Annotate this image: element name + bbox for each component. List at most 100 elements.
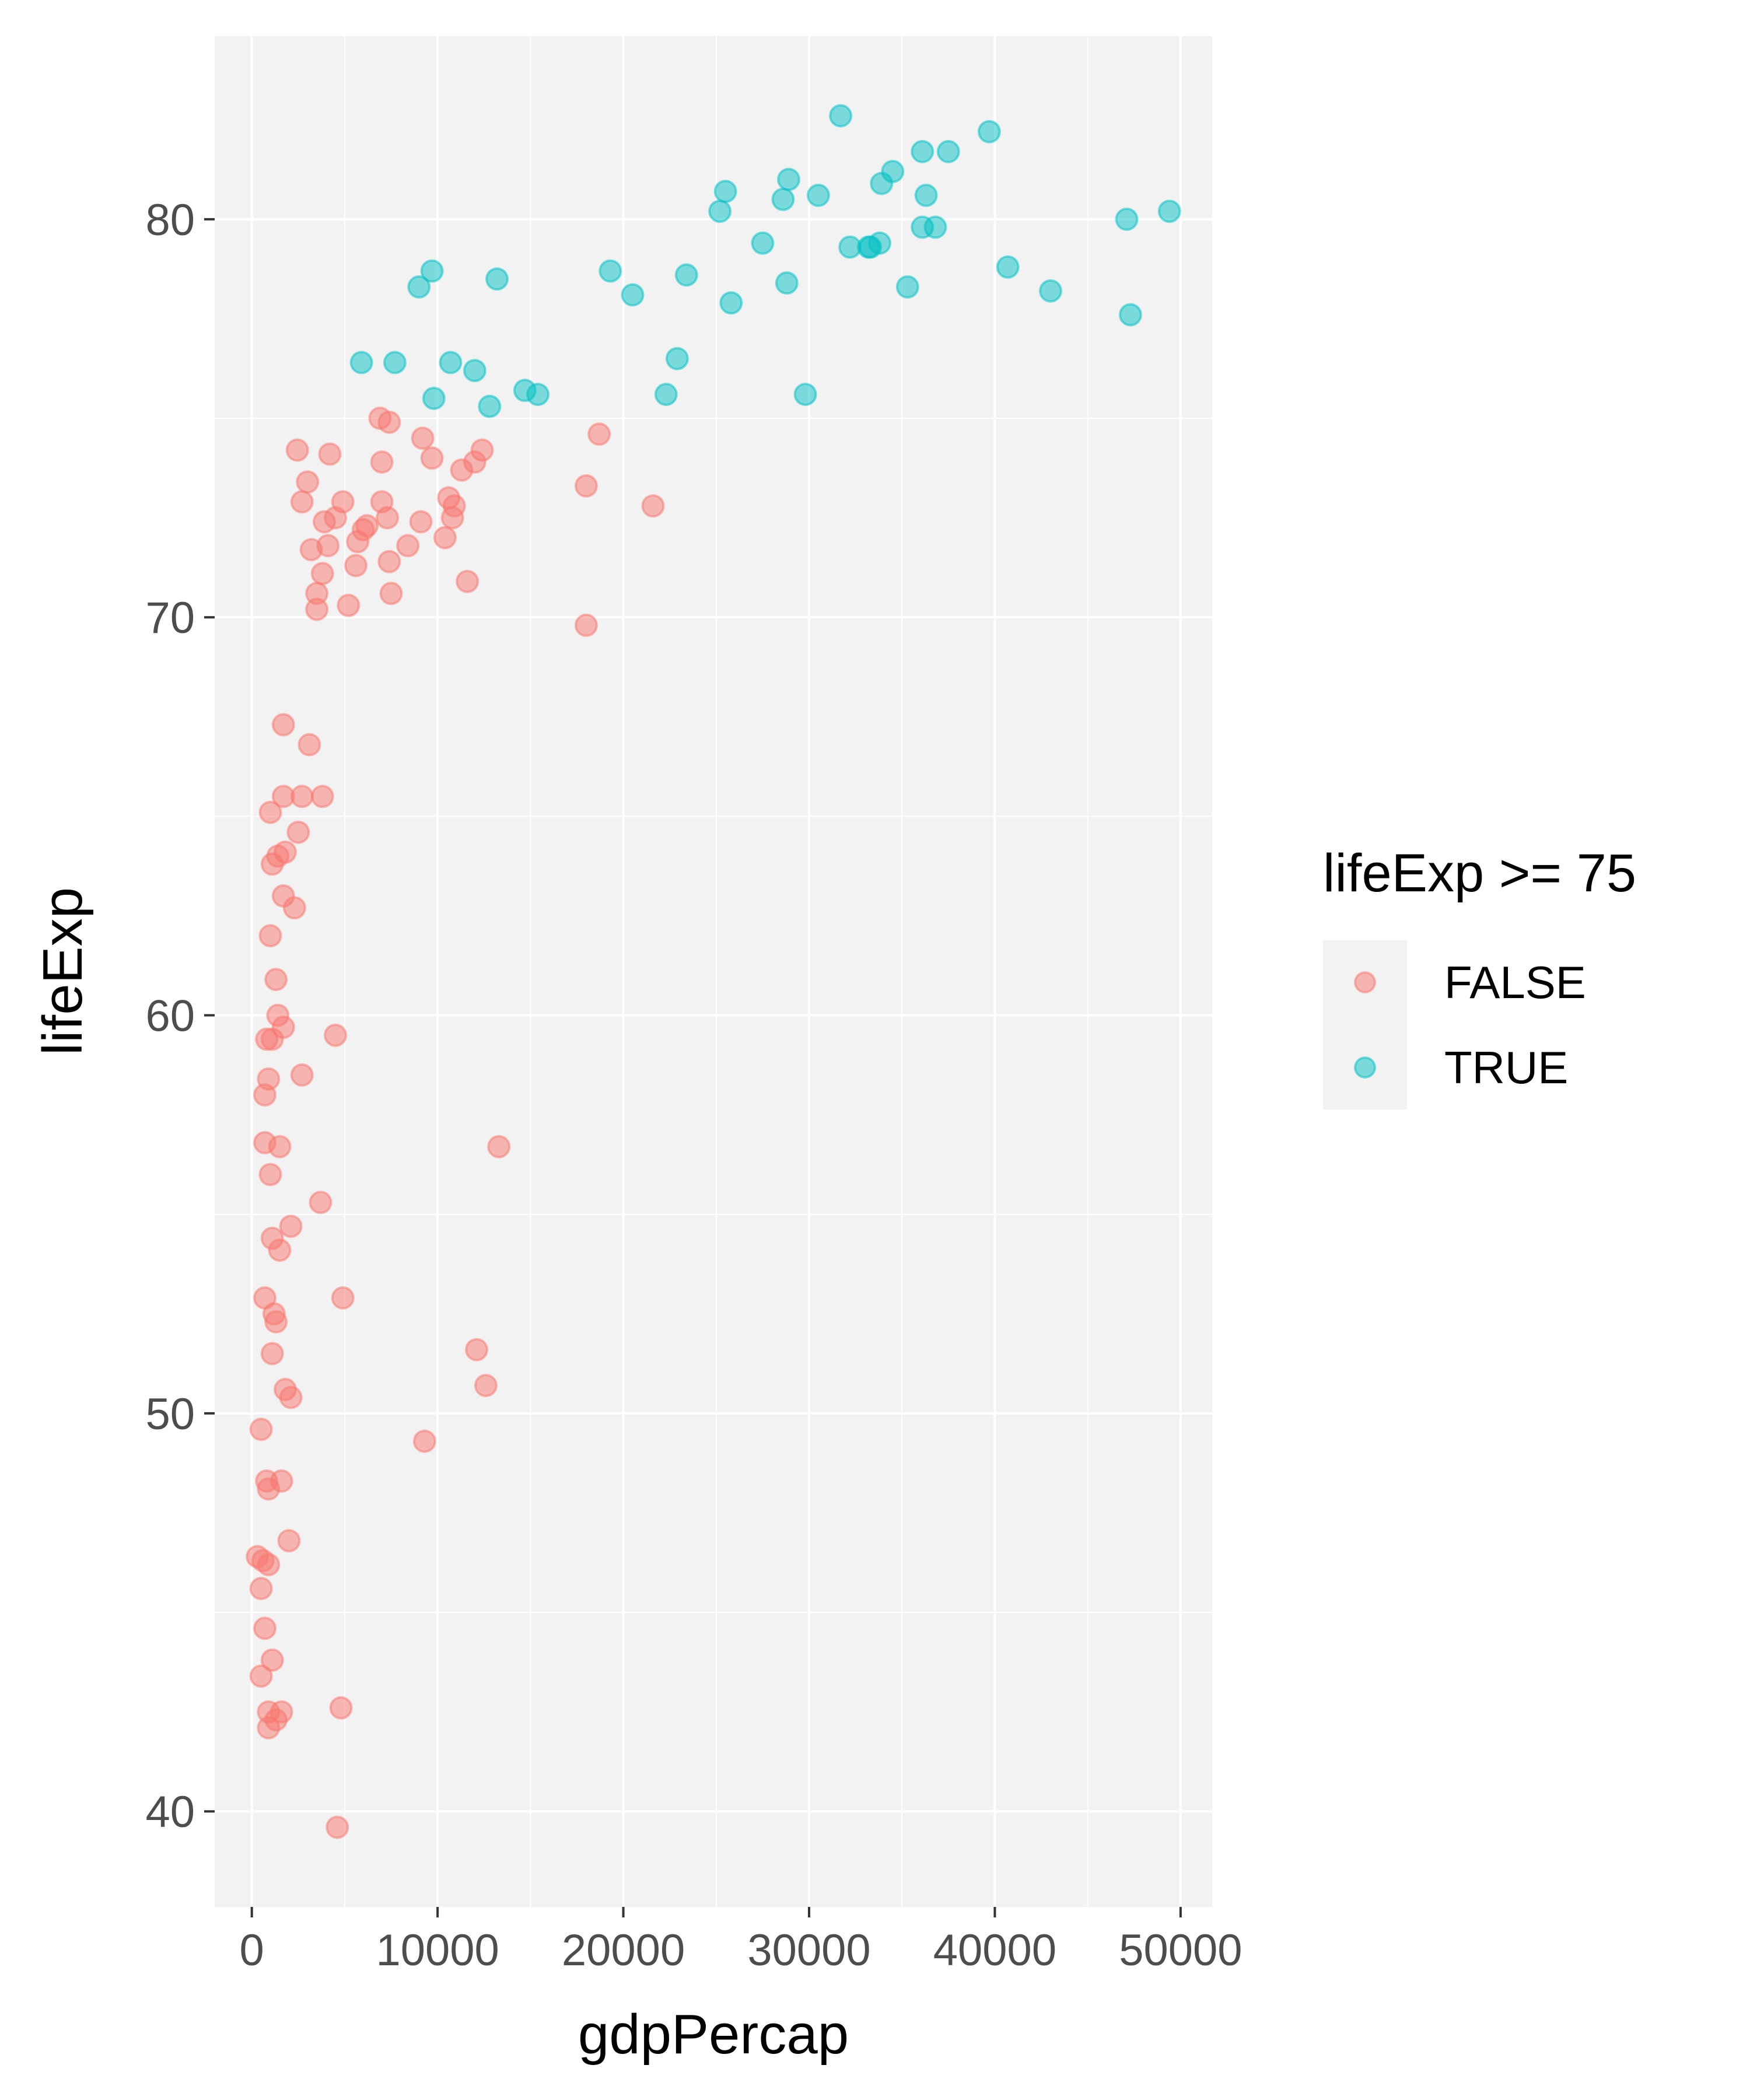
data-point-true [1039, 279, 1062, 303]
legend-title: lifeExp >= 75 [1323, 844, 1636, 903]
data-point-false [316, 534, 340, 558]
data-point-false [310, 562, 334, 586]
data-point-false [310, 785, 334, 808]
data-point-true [598, 259, 622, 283]
data-point-false [411, 426, 435, 450]
data-point-false [420, 446, 444, 470]
data-point-true [719, 291, 743, 315]
data-point-false [324, 506, 347, 530]
x-tick-label: 10000 [376, 1926, 499, 1975]
data-point-false [377, 550, 401, 573]
x-axis: 0 10000 20000 30000 40000 50000 [240, 1907, 1242, 1975]
x-tick-label: 50000 [1119, 1926, 1242, 1975]
data-point-true [485, 267, 509, 291]
data-point-false [456, 569, 480, 593]
data-point-true [349, 351, 373, 374]
data-point-false [396, 534, 420, 558]
x-tick-label: 0 [240, 1926, 264, 1975]
data-point-true [806, 183, 830, 207]
data-point-false [465, 1338, 488, 1362]
data-point-true [996, 255, 1020, 279]
legend: lifeExp >= 75 FALSE TRUE [1323, 844, 1636, 1110]
data-point-true [674, 263, 698, 287]
data-point-true [1157, 200, 1181, 223]
data-point-false [326, 1815, 349, 1839]
data-point-false [285, 438, 309, 462]
data-point-true [708, 200, 732, 223]
data-point-true [463, 359, 487, 383]
data-point-false [412, 1429, 436, 1453]
data-point-true [936, 139, 960, 163]
legend-key-false [1354, 971, 1376, 993]
data-point-false [264, 1310, 288, 1334]
data-point-true [775, 271, 799, 295]
data-point-true [422, 386, 446, 410]
data-point-true [478, 394, 502, 418]
data-point-false [463, 450, 487, 474]
data-point-false [257, 1477, 281, 1501]
data-point-false [574, 613, 598, 637]
data-point-false [290, 785, 314, 808]
y-tick-label: 50 [145, 1390, 195, 1439]
data-point-true [439, 351, 463, 374]
data-point-true [383, 351, 407, 374]
data-point-false [296, 470, 320, 494]
y-tick-label: 80 [145, 195, 195, 245]
series-true-points [349, 104, 1181, 418]
legend-label-false: FALSE [1444, 957, 1586, 1008]
data-point-false [290, 490, 314, 514]
data-point-false [282, 896, 306, 920]
data-point-false [279, 1214, 303, 1238]
data-point-false [290, 1063, 314, 1087]
data-point-true [829, 104, 853, 128]
data-point-false [286, 820, 310, 844]
data-point-false [258, 800, 282, 824]
plot-panel [215, 36, 1212, 1907]
data-point-true [665, 346, 689, 370]
data-point-false [249, 1418, 273, 1441]
data-point-false [574, 474, 598, 498]
data-point-false [268, 1135, 292, 1158]
data-point-true [777, 167, 800, 191]
data-point-false [268, 1238, 292, 1262]
data-point-false [346, 530, 370, 554]
data-point-false [253, 1616, 276, 1640]
legend-label-true: TRUE [1444, 1042, 1568, 1093]
data-point-false [271, 713, 295, 737]
data-point-false [264, 968, 288, 992]
data-point-true [1115, 207, 1139, 231]
data-point-true [1118, 303, 1142, 327]
data-point-true [526, 383, 550, 407]
data-point-false [270, 1700, 293, 1724]
y-tick-label: 40 [145, 1787, 195, 1837]
data-point-true [914, 183, 938, 207]
data-point-false [258, 1163, 282, 1186]
data-point-true [895, 275, 919, 299]
x-tick-label: 40000 [933, 1926, 1056, 1975]
data-point-false [305, 597, 329, 621]
data-point-false [641, 494, 665, 518]
y-axis-title: lifeExp [32, 887, 94, 1055]
data-point-false [257, 1553, 281, 1577]
data-point-false [433, 526, 457, 550]
data-point-false [309, 1191, 332, 1214]
data-point-false [376, 506, 400, 530]
data-point-false [409, 510, 433, 534]
y-tick-label: 70 [145, 593, 195, 643]
data-point-false [260, 1027, 284, 1051]
data-point-false [277, 1529, 301, 1553]
series-false-points [246, 407, 665, 1839]
data-point-false [318, 442, 342, 466]
data-point-true [977, 120, 1001, 144]
data-point-false [587, 422, 611, 446]
data-point-true [420, 259, 444, 283]
data-point-true [407, 275, 431, 299]
data-point-false [331, 1286, 355, 1310]
data-point-false [249, 1577, 273, 1601]
data-point-false [260, 852, 284, 876]
data-point-false [370, 450, 394, 474]
x-tick-label: 30000 [747, 1926, 870, 1975]
data-point-false [474, 1374, 498, 1398]
data-point-true [793, 383, 817, 407]
